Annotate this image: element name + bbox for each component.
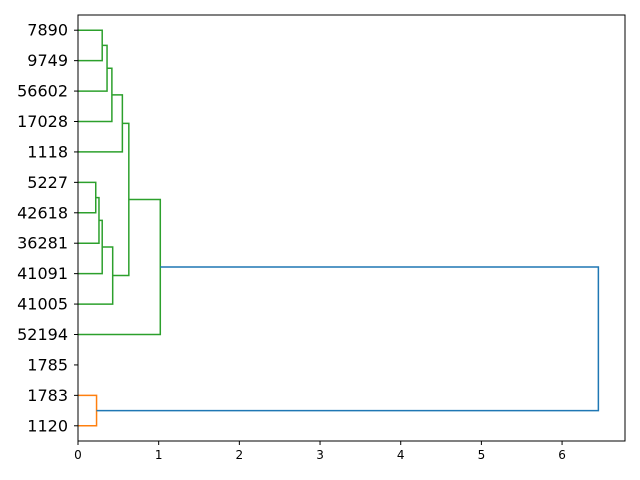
leaf-label: 1785 bbox=[27, 355, 68, 374]
x-tick-label: 2 bbox=[236, 448, 244, 462]
plot-area bbox=[78, 15, 625, 441]
x-tick-label: 0 bbox=[74, 448, 82, 462]
plot-frame bbox=[77, 14, 626, 442]
leaf-label: 36281 bbox=[17, 234, 68, 253]
x-tick-label: 4 bbox=[397, 448, 405, 462]
x-axis: 0 1 2 3 4 5 6 bbox=[74, 441, 566, 462]
x-tick-label: 3 bbox=[316, 448, 324, 462]
leaf-label: 1120 bbox=[27, 416, 68, 435]
leaf-label: 41091 bbox=[17, 264, 68, 283]
dendrogram-link bbox=[96, 266, 600, 412]
leaf-label: 1783 bbox=[27, 386, 68, 405]
leaf-label: 5227 bbox=[27, 173, 68, 192]
dendrogram-link bbox=[78, 198, 162, 336]
leaf-label: 41005 bbox=[17, 295, 68, 314]
x-tick-label: 1 bbox=[155, 448, 163, 462]
dendrogram-link bbox=[78, 44, 108, 92]
dendrogram-link bbox=[78, 94, 124, 153]
dendrogram-link bbox=[78, 394, 98, 427]
leaf-label: 52194 bbox=[17, 325, 68, 344]
leaf-label: 17028 bbox=[17, 112, 68, 131]
x-tick-label: 6 bbox=[558, 448, 566, 462]
dendrogram-links bbox=[78, 29, 600, 427]
leaf-label: 56602 bbox=[17, 82, 68, 101]
y-axis: 7890 9749 56602 17028 1118 5227 42618 36281 4109… bbox=[17, 21, 78, 435]
leaf-label: 1118 bbox=[27, 142, 68, 161]
leaf-label: 42618 bbox=[17, 203, 68, 222]
dendrogram-link bbox=[112, 122, 130, 277]
x-tick-label: 5 bbox=[478, 448, 486, 462]
leaf-label: 9749 bbox=[27, 51, 68, 70]
leaf-label: 7890 bbox=[27, 21, 68, 40]
